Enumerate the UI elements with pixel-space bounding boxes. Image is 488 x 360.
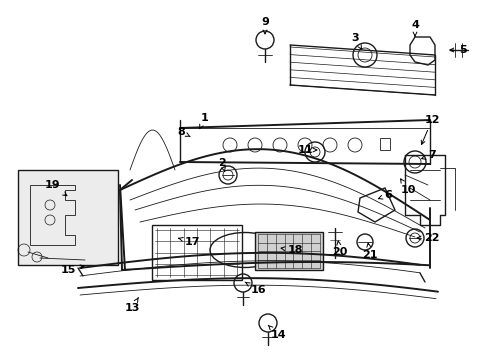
Text: 1: 1 bbox=[199, 113, 208, 129]
Text: 2: 2 bbox=[218, 158, 225, 171]
Text: 17: 17 bbox=[178, 237, 199, 247]
Text: 12: 12 bbox=[420, 115, 439, 144]
Text: 15: 15 bbox=[60, 265, 84, 275]
Text: 3: 3 bbox=[350, 33, 361, 49]
Text: 8: 8 bbox=[177, 127, 190, 137]
Text: 5: 5 bbox=[449, 45, 466, 55]
Bar bbox=[254, 232, 323, 270]
Bar bbox=[152, 225, 242, 280]
Text: 11: 11 bbox=[297, 145, 316, 155]
Text: 10: 10 bbox=[400, 179, 415, 195]
Bar bbox=[18, 170, 118, 265]
Bar bbox=[379, 138, 389, 150]
Text: 4: 4 bbox=[410, 20, 418, 36]
Text: 7: 7 bbox=[421, 150, 435, 160]
Text: 14: 14 bbox=[268, 325, 285, 340]
Text: 9: 9 bbox=[261, 17, 268, 34]
Text: 19: 19 bbox=[44, 180, 67, 196]
Text: 16: 16 bbox=[244, 282, 265, 295]
Text: 18: 18 bbox=[281, 245, 302, 255]
Text: 20: 20 bbox=[332, 241, 347, 257]
Text: 21: 21 bbox=[362, 243, 377, 260]
Text: 22: 22 bbox=[416, 233, 439, 243]
Text: 13: 13 bbox=[124, 298, 140, 313]
Text: 6: 6 bbox=[378, 190, 391, 200]
